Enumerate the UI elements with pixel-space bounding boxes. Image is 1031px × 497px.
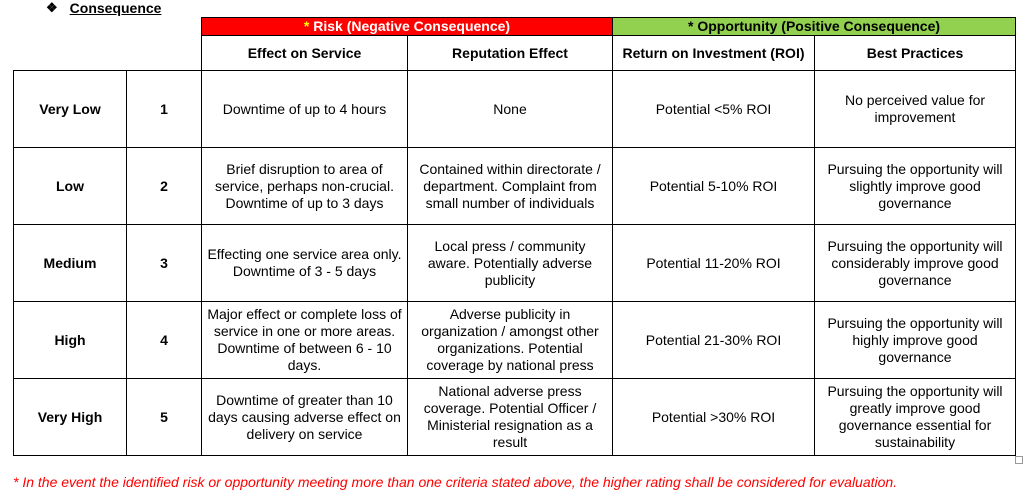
reputation-effect-cell: None xyxy=(407,70,613,148)
column-header-reputation-effect: Reputation Effect xyxy=(407,35,613,71)
level-label: High xyxy=(13,301,127,379)
reputation-effect-cell: Local press / community aware. Potential… xyxy=(407,224,613,302)
rating-value: 5 xyxy=(126,378,202,456)
roi-cell: Potential 11-20% ROI xyxy=(612,224,815,302)
level-label: Medium xyxy=(13,224,127,302)
blank-cell xyxy=(14,18,127,36)
roi-cell: Potential <5% ROI xyxy=(612,70,815,148)
column-header-row: Effect on Service Reputation Effect Retu… xyxy=(13,35,1016,71)
blank-cell xyxy=(127,18,202,36)
section-heading: ❖ Consequence xyxy=(46,0,161,16)
roi-cell: Potential 21-30% ROI xyxy=(612,301,815,379)
rating-value: 1 xyxy=(126,70,202,148)
table-row: Very Low 1 Downtime of up to 4 hours Non… xyxy=(13,70,1016,148)
reputation-effect-cell: Adverse publicity in organization / amon… xyxy=(407,301,613,379)
consequence-table: * Risk (Negative Consequence) * Opportun… xyxy=(13,17,1016,456)
rating-value: 3 xyxy=(126,224,202,302)
best-practices-cell: Pursuing the opportunity will highly imp… xyxy=(814,301,1016,379)
group-header-row: * Risk (Negative Consequence) * Opportun… xyxy=(14,17,1016,36)
blank-cell xyxy=(126,35,202,71)
table-row: Medium 3 Effecting one service area only… xyxy=(13,224,1016,302)
roi-cell: Potential 5-10% ROI xyxy=(612,147,815,225)
rating-value: 2 xyxy=(126,147,202,225)
effect-on-service-cell: Downtime of up to 4 hours xyxy=(201,70,408,148)
footnote: * In the event the identified risk or op… xyxy=(13,474,898,490)
effect-on-service-cell: Major effect or complete loss of service… xyxy=(201,301,408,379)
level-label: Very High xyxy=(13,378,127,456)
table-row: Low 2 Brief disruption to area of servic… xyxy=(13,147,1016,225)
blank-cell xyxy=(13,35,127,71)
column-header-best-practices: Best Practices xyxy=(814,35,1016,71)
effect-on-service-cell: Downtime of greater than 10 days causing… xyxy=(201,378,408,456)
column-header-roi: Return on Investment (ROI) xyxy=(612,35,815,71)
reputation-effect-cell: National adverse press coverage. Potenti… xyxy=(407,378,613,456)
effect-on-service-cell: Brief disruption to area of service, per… xyxy=(201,147,408,225)
table-row: Very High 5 Downtime of greater than 10 … xyxy=(13,378,1016,456)
best-practices-cell: No perceived value for improvement xyxy=(814,70,1016,148)
best-practices-cell: Pursuing the opportunity will greatly im… xyxy=(814,378,1016,456)
opportunity-group-header: * Opportunity (Positive Consequence) xyxy=(612,17,1016,36)
roi-cell: Potential >30% ROI xyxy=(612,378,815,456)
section-title: Consequence xyxy=(69,0,162,16)
column-header-effect-on-service: Effect on Service xyxy=(201,35,408,71)
risk-group-header: * Risk (Negative Consequence) xyxy=(201,17,613,36)
best-practices-cell: Pursuing the opportunity will slightly i… xyxy=(814,147,1016,225)
resize-handle[interactable] xyxy=(1015,456,1023,464)
diamond-bullet-icon: ❖ xyxy=(46,0,58,15)
best-practices-cell: Pursuing the opportunity will considerab… xyxy=(814,224,1016,302)
rating-value: 4 xyxy=(126,301,202,379)
level-label: Low xyxy=(13,147,127,225)
effect-on-service-cell: Effecting one service area only. Downtim… xyxy=(201,224,408,302)
table-row: High 4 Major effect or complete loss of … xyxy=(13,301,1016,379)
level-label: Very Low xyxy=(13,70,127,148)
reputation-effect-cell: Contained within directorate / departmen… xyxy=(407,147,613,225)
